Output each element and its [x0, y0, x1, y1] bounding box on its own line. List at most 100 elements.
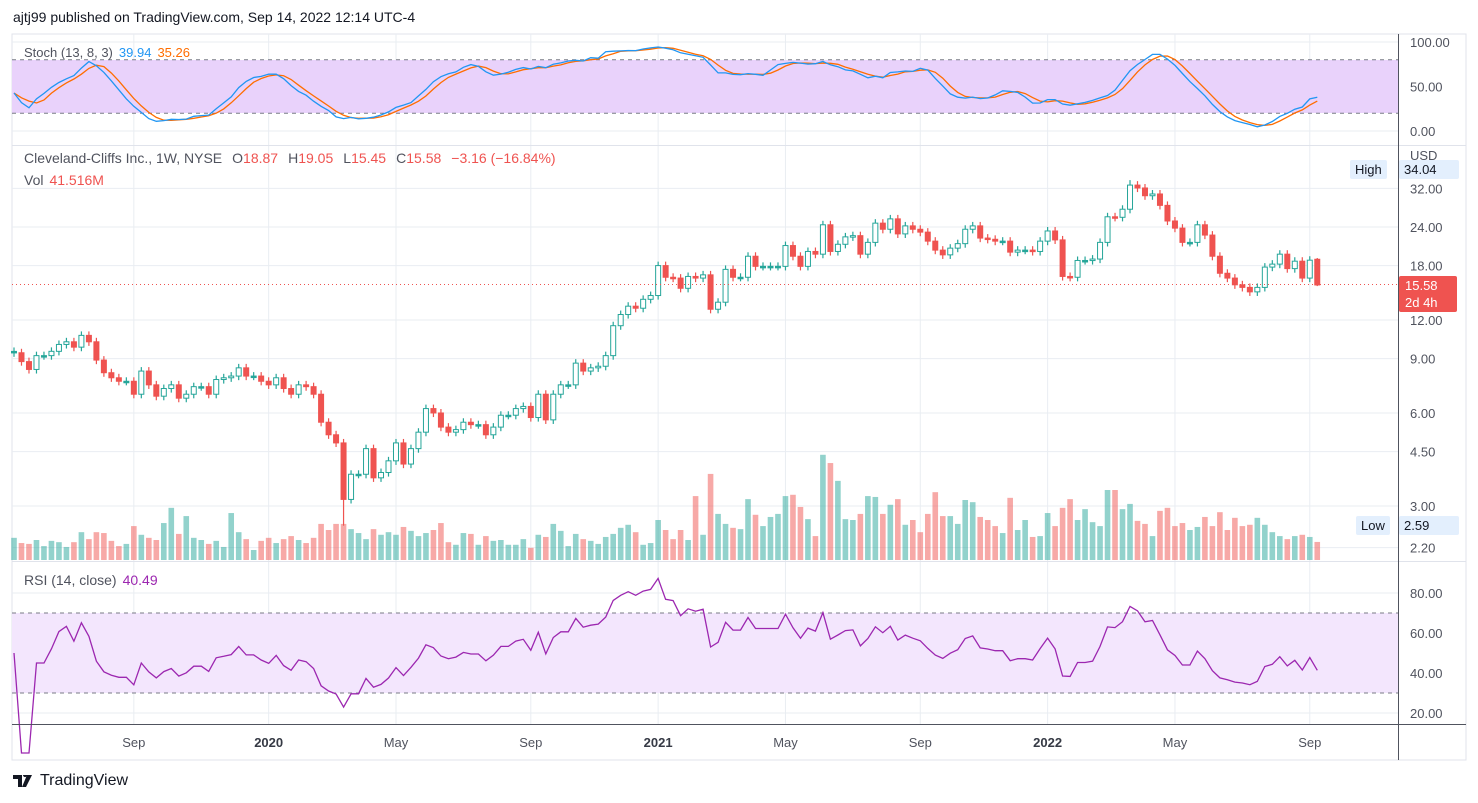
candle-body — [63, 341, 70, 345]
candle-body — [557, 384, 564, 395]
volume-bar — [26, 543, 32, 560]
volume-bar — [460, 533, 467, 560]
volume-bar — [498, 540, 504, 560]
axes[interactable]: 32.00 24.00 18.00 12.00 9.00 6.00 4.50 3.00 2.20… — [122, 35, 1449, 750]
stoch-tick-label: 100.00 — [1410, 35, 1450, 50]
candle-body — [11, 350, 17, 354]
rsi-tick-label: 40.00 — [1410, 666, 1443, 681]
volume-bar — [78, 532, 85, 560]
candle-body — [1291, 260, 1298, 270]
candle-body — [70, 341, 77, 348]
high-label: H — [288, 150, 299, 166]
volume-bar — [1299, 534, 1306, 560]
candle-body — [834, 243, 841, 252]
volume-bar — [1262, 524, 1268, 560]
candle-body — [737, 276, 744, 280]
candle-body — [490, 426, 497, 436]
candle-body — [1246, 286, 1253, 293]
volume-bar — [984, 520, 991, 560]
volume-bar — [992, 526, 998, 560]
candle-body — [400, 442, 407, 465]
stoch-d-value: 35.26 — [157, 45, 190, 60]
high-tag-label: High — [1350, 160, 1387, 179]
volume-bar — [385, 532, 392, 560]
candle-body — [647, 295, 654, 300]
candle-body — [572, 362, 579, 386]
volume-bar — [939, 516, 946, 560]
candle-body — [303, 384, 310, 388]
brand-name: TradingView — [40, 772, 129, 789]
publish-info: ajtj99 published on TradingView.com, Sep… — [13, 9, 416, 25]
grid — [12, 34, 1398, 724]
volume-bar — [857, 513, 864, 560]
candle-body — [340, 442, 347, 500]
candle-body — [1156, 193, 1163, 206]
volume-bar — [999, 533, 1006, 560]
stoch-title: Stoch (13, 8, 3) — [24, 45, 113, 60]
candle-body — [1097, 241, 1104, 260]
volume-bar — [1224, 530, 1231, 560]
candle-body — [505, 414, 512, 418]
close-label: C — [396, 150, 407, 166]
candle-body — [220, 377, 227, 381]
volume-value: 41.516M — [49, 172, 104, 188]
volume-bar — [303, 543, 309, 560]
candle-body — [497, 414, 504, 428]
candle-body — [1299, 260, 1306, 279]
candle-body — [1276, 253, 1283, 265]
candle-body — [445, 426, 452, 433]
symbol-legend[interactable]: Cleveland-Cliffs Inc., 1W, NYSE O18.87 H19… — [24, 150, 562, 166]
volume-bar — [1269, 532, 1276, 560]
candle-body — [1089, 258, 1096, 262]
candle-body — [452, 429, 459, 433]
candle-body — [1306, 259, 1313, 279]
volume-bar — [513, 544, 519, 560]
volume-bar — [1097, 526, 1103, 560]
candle-body — [849, 235, 856, 238]
rsi-legend[interactable]: RSI (14, close) 40.49 — [24, 572, 164, 588]
stoch-tick-label: 0.00 — [1410, 124, 1435, 139]
last-price-tag: 15.58 2d 4h — [1399, 276, 1457, 312]
volume-bar — [1014, 530, 1021, 560]
candle-body — [138, 370, 145, 395]
candle-body — [947, 247, 954, 256]
volume-bar — [1149, 536, 1156, 560]
volume-bar — [865, 496, 871, 560]
volume-bar — [146, 537, 152, 560]
volume-bar — [737, 529, 744, 560]
volume-bar — [550, 523, 557, 560]
volume-bar — [116, 546, 122, 560]
volume-bar — [797, 506, 804, 560]
candle-body — [969, 225, 976, 230]
candle-body — [767, 265, 774, 269]
time-tick-label: Sep — [519, 735, 542, 750]
time-tick-label: 2021 — [644, 735, 673, 750]
volume-bar — [1067, 499, 1073, 560]
candle-body — [475, 424, 482, 427]
volume-bar — [400, 526, 407, 560]
candle-body — [662, 265, 669, 278]
volume-bar — [71, 542, 77, 560]
volume-bar — [1247, 524, 1253, 560]
volume-bar — [438, 523, 444, 560]
volume-bar — [745, 499, 751, 560]
volume-bar — [1104, 490, 1111, 560]
tradingview-logo[interactable]: TradingView — [13, 772, 128, 790]
candle-body — [482, 424, 489, 436]
volume-bar — [101, 533, 107, 560]
volume-bar — [453, 544, 459, 560]
volume-bar — [835, 480, 841, 560]
volume-legend[interactable]: Vol 41.516M — [24, 172, 110, 188]
volume-bar — [280, 539, 287, 560]
volume-bar — [198, 540, 205, 560]
candle-body — [1119, 208, 1126, 218]
candle-body — [243, 367, 250, 377]
candle-body — [1231, 277, 1238, 286]
candle-body — [18, 352, 25, 363]
candle-body — [939, 249, 946, 256]
stoch-legend[interactable]: Stoch (13, 8, 3) 39.94 35.26 — [24, 45, 196, 60]
volume-bar — [1277, 536, 1283, 560]
candle-body — [962, 228, 969, 245]
candle-body — [295, 384, 302, 395]
